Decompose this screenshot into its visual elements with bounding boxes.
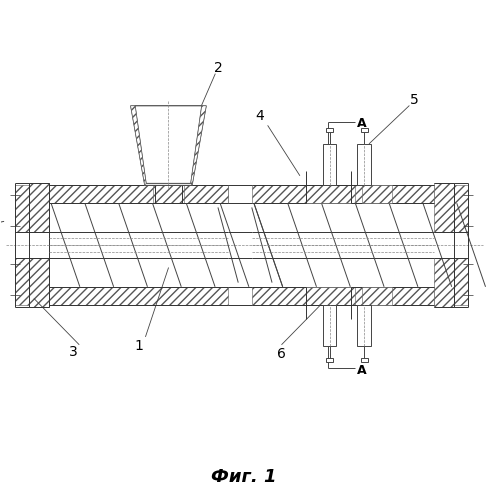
- Text: 1: 1: [134, 340, 143, 353]
- Bar: [355, 287, 372, 304]
- Bar: [357, 144, 370, 186]
- Bar: [15, 258, 29, 304]
- Bar: [357, 304, 370, 346]
- Bar: [355, 186, 372, 204]
- Text: А: А: [357, 117, 366, 130]
- Bar: [362, 287, 391, 304]
- Bar: [453, 258, 467, 304]
- Text: 2: 2: [213, 61, 222, 75]
- Text: 3: 3: [68, 346, 77, 360]
- Bar: [29, 184, 49, 232]
- Bar: [325, 128, 332, 132]
- Text: А: А: [357, 364, 366, 377]
- Bar: [433, 258, 453, 306]
- Bar: [453, 186, 467, 232]
- Bar: [305, 186, 351, 204]
- Bar: [320, 287, 338, 304]
- Bar: [49, 186, 154, 204]
- Bar: [152, 186, 184, 204]
- Bar: [325, 358, 332, 362]
- Polygon shape: [130, 106, 206, 186]
- Bar: [433, 184, 453, 232]
- Bar: [360, 358, 367, 362]
- Bar: [322, 144, 336, 186]
- Bar: [49, 186, 227, 204]
- Bar: [49, 287, 227, 304]
- Bar: [251, 186, 433, 204]
- Bar: [182, 186, 227, 204]
- Bar: [305, 287, 351, 304]
- Polygon shape: [190, 106, 206, 186]
- Bar: [362, 186, 391, 204]
- Text: 4: 4: [255, 109, 264, 123]
- Text: 6: 6: [277, 348, 285, 362]
- Bar: [320, 186, 338, 204]
- Polygon shape: [135, 106, 202, 184]
- Text: Фиг. 1: Фиг. 1: [211, 468, 276, 485]
- Bar: [15, 186, 29, 232]
- Bar: [360, 128, 367, 132]
- Bar: [322, 304, 336, 346]
- Bar: [251, 287, 433, 304]
- Polygon shape: [130, 106, 146, 186]
- Text: 5: 5: [409, 93, 418, 107]
- Bar: [29, 258, 49, 306]
